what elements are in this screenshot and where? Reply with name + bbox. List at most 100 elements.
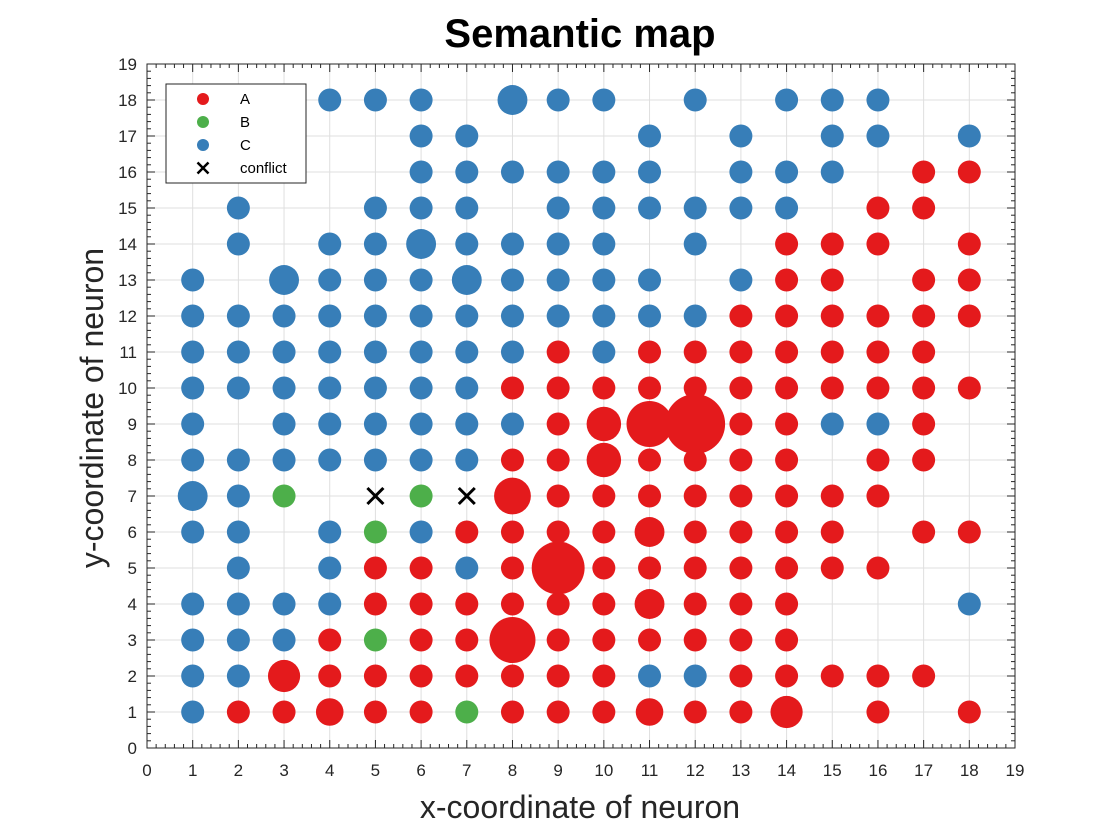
legend-marker-C <box>197 139 209 151</box>
marker-A <box>775 376 799 400</box>
marker-A <box>665 394 726 454</box>
marker-C <box>409 340 433 364</box>
conflict-marker <box>366 486 385 506</box>
marker-A <box>500 556 524 580</box>
marker-C <box>318 412 342 436</box>
y-tick-label: 17 <box>118 127 137 146</box>
marker-A <box>866 700 890 724</box>
marker-C <box>226 484 250 508</box>
y-tick-label: 8 <box>128 451 137 470</box>
marker-A <box>866 232 890 256</box>
marker-C <box>363 268 387 292</box>
marker-A <box>775 268 799 292</box>
y-tick-label: 7 <box>128 487 137 506</box>
marker-A <box>866 340 890 364</box>
marker-A <box>912 160 936 184</box>
marker-C <box>455 304 479 328</box>
marker-A <box>315 698 344 726</box>
marker-C <box>318 592 342 616</box>
marker-C <box>683 304 707 328</box>
legend-label-B: B <box>240 114 250 131</box>
marker-A <box>820 232 844 256</box>
y-tick-label: 6 <box>128 523 137 542</box>
y-tick-label: 5 <box>128 559 137 578</box>
marker-A <box>775 412 799 436</box>
marker-C <box>546 88 570 112</box>
marker-C <box>181 448 205 472</box>
marker-A <box>626 401 673 447</box>
marker-C <box>500 160 524 184</box>
marker-A <box>363 700 387 724</box>
marker-A <box>866 448 890 472</box>
marker-A <box>494 477 531 515</box>
marker-A <box>546 700 570 724</box>
legend-marker-conflict <box>196 161 210 175</box>
marker-C <box>363 88 387 112</box>
marker-C <box>409 376 433 400</box>
marker-A <box>729 340 753 364</box>
marker-C <box>729 160 753 184</box>
marker-C <box>409 268 433 292</box>
marker-A <box>866 304 890 328</box>
marker-A <box>912 664 936 688</box>
marker-B <box>272 484 296 508</box>
marker-A <box>409 700 433 724</box>
marker-A <box>957 232 981 256</box>
marker-A <box>592 520 616 544</box>
marker-C <box>226 628 250 652</box>
marker-C <box>546 232 570 256</box>
x-tick-label: 5 <box>371 761 380 780</box>
marker-A <box>500 448 524 472</box>
x-tick-label: 16 <box>868 761 887 780</box>
marker-A <box>729 556 753 580</box>
x-tick-label: 17 <box>914 761 933 780</box>
marker-C <box>409 412 433 436</box>
marker-A <box>409 664 433 688</box>
marker-A <box>775 556 799 580</box>
marker-C <box>363 232 387 256</box>
marker-A <box>592 592 616 616</box>
marker-A <box>455 520 479 544</box>
marker-A <box>592 556 616 580</box>
marker-C <box>181 268 205 292</box>
marker-C <box>729 196 753 220</box>
x-tick-label: 10 <box>594 761 613 780</box>
marker-A <box>638 376 662 400</box>
marker-C <box>409 88 433 112</box>
marker-C <box>272 412 296 436</box>
marker-A <box>363 664 387 688</box>
marker-C <box>500 304 524 328</box>
marker-C <box>683 232 707 256</box>
marker-A <box>729 664 753 688</box>
marker-C <box>181 520 205 544</box>
marker-C <box>226 556 250 580</box>
marker-C <box>272 592 296 616</box>
legend-label-C: C <box>240 137 251 154</box>
marker-A <box>957 160 981 184</box>
marker-C <box>500 412 524 436</box>
marker-A <box>683 700 707 724</box>
x-tick-label: 19 <box>1006 761 1025 780</box>
marker-C <box>455 232 479 256</box>
marker-C <box>226 340 250 364</box>
marker-A <box>775 484 799 508</box>
marker-C <box>272 304 296 328</box>
x-tick-label: 2 <box>234 761 243 780</box>
marker-A <box>957 376 981 400</box>
marker-C <box>683 196 707 220</box>
marker-A <box>912 448 936 472</box>
marker-A <box>500 520 524 544</box>
marker-C <box>409 124 433 148</box>
marker-A <box>318 628 342 652</box>
marker-A <box>729 304 753 328</box>
marker-C <box>455 340 479 364</box>
marker-A <box>586 406 622 442</box>
marker-A <box>775 232 799 256</box>
marker-A <box>729 448 753 472</box>
marker-A <box>866 664 890 688</box>
marker-C <box>638 268 662 292</box>
marker-C <box>318 556 342 580</box>
marker-A <box>820 664 844 688</box>
marker-C <box>272 448 296 472</box>
